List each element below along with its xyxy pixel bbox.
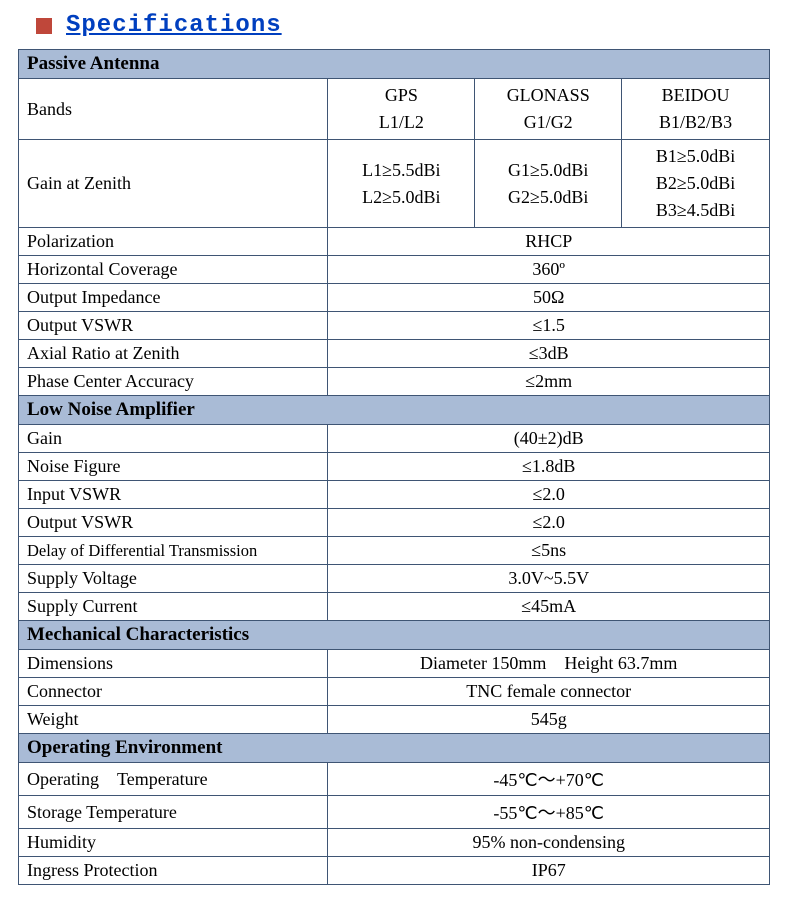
row-label: Storage Temperature — [19, 796, 328, 829]
table-row: Storage Temperature-55℃～+85℃ — [19, 796, 770, 829]
gain-glonass-g1: G1≥5.0dBi — [508, 160, 588, 180]
table-row: Horizontal Coverage360º — [19, 256, 770, 284]
row-value: ≤2mm — [328, 368, 770, 396]
row-label: Phase Center Accuracy — [19, 368, 328, 396]
table-row: Phase Center Accuracy≤2mm — [19, 368, 770, 396]
table-row: Gain(40±2)dB — [19, 425, 770, 453]
table-row: Output VSWR≤2.0 — [19, 509, 770, 537]
bands-beidou: BEIDOU B1/B2/B3 — [622, 79, 770, 140]
row-value: -55℃～+85℃ — [328, 796, 770, 829]
gain-beidou-b1: B1≥5.0dBi — [656, 146, 735, 166]
row-label: Humidity — [19, 829, 328, 857]
heading: Specifications — [16, 12, 772, 39]
row-value: (40±2)dB — [328, 425, 770, 453]
bands-gps-sub: L1/L2 — [379, 112, 424, 132]
table-row: ConnectorTNC female connector — [19, 678, 770, 706]
table-row: DimensionsDiameter 150mm Height 63.7mm — [19, 650, 770, 678]
section-passive-antenna: Passive Antenna — [19, 50, 770, 79]
table-row: Supply Voltage3.0V~5.5V — [19, 565, 770, 593]
gain-gps: L1≥5.5dBi L2≥5.0dBi — [328, 140, 475, 228]
table-row: Humidity95% non-condensing — [19, 829, 770, 857]
page-title: Specifications — [66, 12, 282, 39]
row-value: IP67 — [328, 857, 770, 885]
row-value: 545g — [328, 706, 770, 734]
row-label: Delay of Differential Transmission — [19, 537, 328, 565]
gain-beidou-b2: B2≥5.0dBi — [656, 173, 735, 193]
gain-glonass-g2: G2≥5.0dBi — [508, 187, 588, 207]
table-row: Weight545g — [19, 706, 770, 734]
row-label: Operating Temperature — [19, 763, 328, 796]
bands-glonass-name: GLONASS — [507, 85, 590, 105]
row-label: Input VSWR — [19, 481, 328, 509]
row-label: Gain — [19, 425, 328, 453]
bands-gps: GPS L1/L2 — [328, 79, 475, 140]
row-value: ≤3dB — [328, 340, 770, 368]
gain-glonass: G1≥5.0dBi G2≥5.0dBi — [475, 140, 622, 228]
table-row: Output Impedance50Ω — [19, 284, 770, 312]
row-value: ≤45mA — [328, 593, 770, 621]
row-label: Output VSWR — [19, 509, 328, 537]
table-row: PolarizationRHCP — [19, 228, 770, 256]
row-value: Diameter 150mm Height 63.7mm — [328, 650, 770, 678]
row-value: 95% non-condensing — [328, 829, 770, 857]
table-row: Operating Temperature-45℃～+70℃ — [19, 763, 770, 796]
section-environment: Operating Environment — [19, 734, 770, 763]
label-gain-zenith: Gain at Zenith — [19, 140, 328, 228]
bands-gps-name: GPS — [385, 85, 418, 105]
row-label: Supply Voltage — [19, 565, 328, 593]
row-value: -45℃～+70℃ — [328, 763, 770, 796]
table-row: Output VSWR≤1.5 — [19, 312, 770, 340]
row-label: Dimensions — [19, 650, 328, 678]
row-label: Horizontal Coverage — [19, 256, 328, 284]
bands-beidou-name: BEIDOU — [662, 85, 730, 105]
section-mechanical: Mechanical Characteristics — [19, 621, 770, 650]
gain-gps-l1: L1≥5.5dBi — [362, 160, 440, 180]
row-value: ≤1.8dB — [328, 453, 770, 481]
row-value: ≤1.5 — [328, 312, 770, 340]
bands-glonass-sub: G1/G2 — [524, 112, 573, 132]
gain-beidou-b3: B3≥4.5dBi — [656, 200, 735, 220]
row-value: 50Ω — [328, 284, 770, 312]
row-label: Connector — [19, 678, 328, 706]
row-value: RHCP — [328, 228, 770, 256]
row-label: Noise Figure — [19, 453, 328, 481]
row-label: Output VSWR — [19, 312, 328, 340]
row-label: Polarization — [19, 228, 328, 256]
row-label: Weight — [19, 706, 328, 734]
table-row: Ingress ProtectionIP67 — [19, 857, 770, 885]
row-value: ≤5ns — [328, 537, 770, 565]
row-value: ≤2.0 — [328, 509, 770, 537]
row-label: Ingress Protection — [19, 857, 328, 885]
row-value: ≤2.0 — [328, 481, 770, 509]
spec-table: Passive Antenna Bands GPS L1/L2 GLONASS … — [18, 49, 770, 885]
bands-glonass: GLONASS G1/G2 — [475, 79, 622, 140]
table-row: Input VSWR≤2.0 — [19, 481, 770, 509]
label-bands: Bands — [19, 79, 328, 140]
row-label: Axial Ratio at Zenith — [19, 340, 328, 368]
row-value: 3.0V~5.5V — [328, 565, 770, 593]
row-value: 360º — [328, 256, 770, 284]
gain-beidou: B1≥5.0dBi B2≥5.0dBi B3≥4.5dBi — [622, 140, 770, 228]
section-lna: Low Noise Amplifier — [19, 396, 770, 425]
row-label: Output Impedance — [19, 284, 328, 312]
bands-beidou-sub: B1/B2/B3 — [659, 112, 732, 132]
table-row: Delay of Differential Transmission≤5ns — [19, 537, 770, 565]
gain-gps-l2: L2≥5.0dBi — [362, 187, 440, 207]
table-row: Supply Current≤45mA — [19, 593, 770, 621]
table-row: Noise Figure≤1.8dB — [19, 453, 770, 481]
row-label: Supply Current — [19, 593, 328, 621]
table-row: Axial Ratio at Zenith≤3dB — [19, 340, 770, 368]
row-value: TNC female connector — [328, 678, 770, 706]
bullet-icon — [36, 18, 52, 34]
